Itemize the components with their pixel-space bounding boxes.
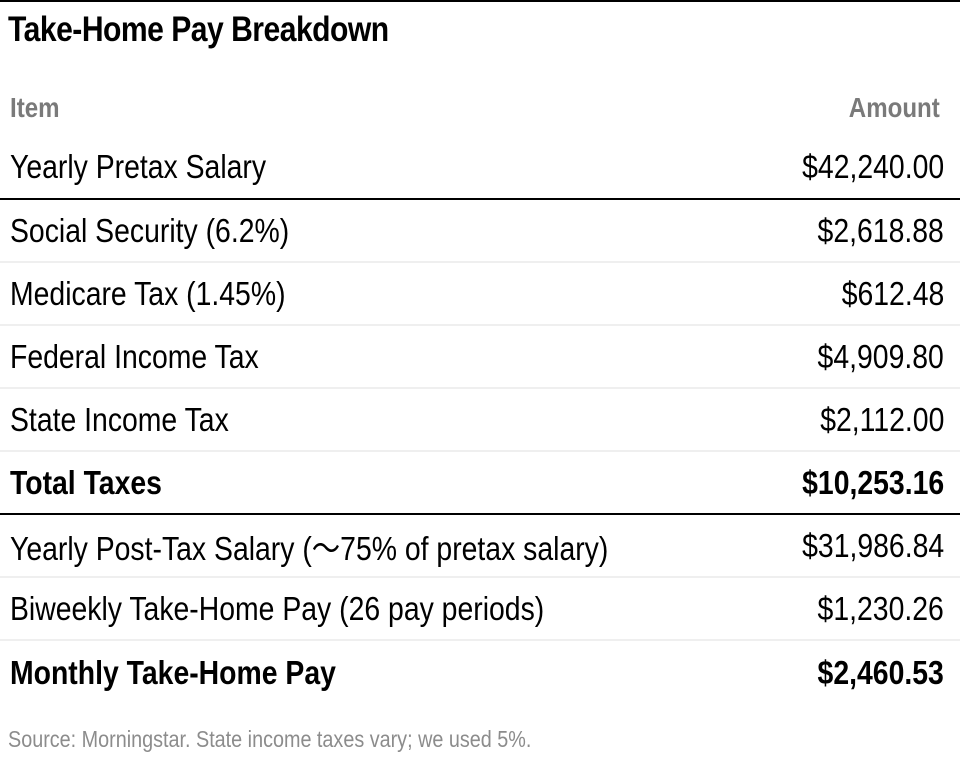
table-row-total-taxes: Total Taxes $10,253.16 <box>0 452 960 515</box>
pay-breakdown-table: Item Amount Yearly Pretax Salary $42,240… <box>0 80 960 704</box>
row-item-label: Medicare Tax (1.45%) <box>10 274 286 312</box>
row-item-label: Yearly Post-Tax Salary (～75% of pretax s… <box>10 529 609 567</box>
table-header-row: Item Amount <box>0 80 960 136</box>
column-header-amount: Amount <box>849 92 940 123</box>
row-item-label: Monthly Take-Home Pay <box>10 653 336 691</box>
row-item-label: State Income Tax <box>10 400 229 438</box>
table-row-yearly-pretax-salary: Yearly Pretax Salary $42,240.00 <box>0 136 960 200</box>
table-row-medicare-tax: Medicare Tax (1.45%) $612.48 <box>0 263 960 326</box>
row-item-label: Social Security (6.2%) <box>10 211 290 249</box>
row-amount-value: $612.48 <box>841 274 944 312</box>
row-item-label: Yearly Pretax Salary <box>10 148 267 185</box>
row-item-label: Total Taxes <box>10 463 162 501</box>
row-amount-value: $2,460.53 <box>817 653 944 691</box>
row-amount-value: $10,253.16 <box>801 463 944 501</box>
row-amount-value: $31,986.84 <box>801 526 944 564</box>
row-amount-value: $2,618.88 <box>817 211 944 249</box>
row-amount-value: $42,240.00 <box>801 148 944 185</box>
row-amount-value: $1,230.26 <box>817 589 944 627</box>
row-item-label: Biweekly Take-Home Pay (26 pay periods) <box>10 589 545 627</box>
row-amount-value: $2,112.00 <box>819 400 944 438</box>
table-row-social-security: Social Security (6.2%) $2,618.88 <box>0 200 960 263</box>
row-item-label: Federal Income Tax <box>10 337 259 375</box>
top-rule <box>0 0 960 2</box>
row-amount-value: $4,909.80 <box>817 337 944 375</box>
column-header-item: Item <box>10 92 60 123</box>
table-row-yearly-post-tax-salary: Yearly Post-Tax Salary (～75% of pretax s… <box>0 515 960 578</box>
page-title: Take-Home Pay Breakdown <box>8 10 389 49</box>
table-row-federal-income-tax: Federal Income Tax $4,909.80 <box>0 326 960 389</box>
source-note: Source: Morningstar. State income taxes … <box>8 726 532 752</box>
table-row-biweekly-take-home-pay: Biweekly Take-Home Pay (26 pay periods) … <box>0 578 960 641</box>
table-row-monthly-take-home-pay: Monthly Take-Home Pay $2,460.53 <box>0 641 960 704</box>
table-row-state-income-tax: State Income Tax $2,112.00 <box>0 389 960 452</box>
